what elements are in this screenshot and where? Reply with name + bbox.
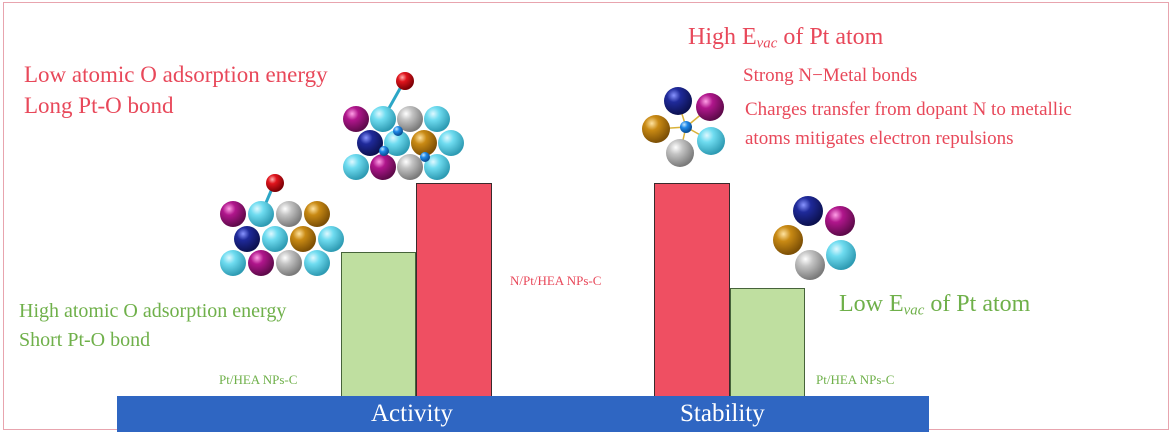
n-pt-hea-o-cluster — [343, 72, 464, 180]
charge-transfer-text-line1: Charges transfer from dopant N to metall… — [745, 99, 1072, 120]
nitrogen-atom — [393, 126, 403, 136]
low-evac-sub: vac — [903, 302, 925, 319]
strong-n-metal-bonds-text: Strong N−Metal bonds — [743, 65, 918, 86]
stability-n-pt-hea-bar — [654, 183, 730, 398]
stability-label: Stability — [680, 400, 765, 427]
oxygen-atom — [396, 72, 414, 90]
nitrogen-atom — [379, 146, 389, 156]
pt-hea-o-cluster — [220, 174, 344, 276]
activity-pt-hea-label: Pt/HEA NPs-C — [219, 372, 298, 387]
activity-label: Activity — [371, 400, 453, 427]
activity-n-pt-hea-label: N/Pt/HEA NPs-C — [510, 273, 602, 288]
low-evac-prefix: Low E — [839, 291, 904, 317]
high-evac-suffix: of Pt atom — [777, 24, 884, 50]
stability-pt-hea-label: Pt/HEA NPs-C — [816, 372, 895, 387]
long-pt-o-bond-text: Long Pt-O bond — [24, 93, 174, 118]
charge-transfer-text-line2: atoms mitigates electron repulsions — [745, 128, 1014, 149]
base-axis-bar — [117, 396, 929, 432]
oxygen-atom — [266, 174, 284, 192]
nitrogen-atom — [420, 152, 430, 162]
low-evac-text: Low Evac of Pt atom — [839, 292, 1030, 319]
activity-pt-hea-bar — [341, 252, 416, 398]
low-adsorption-energy-text: Low atomic O adsorption energy — [24, 62, 328, 87]
activity-n-pt-hea-bar — [416, 183, 492, 398]
pt-hea-vacancy-cluster — [773, 196, 856, 280]
high-evac-prefix: High E — [688, 24, 757, 50]
high-evac-sub: vac — [756, 35, 778, 52]
short-pt-o-bond-text: Short Pt-O bond — [19, 329, 151, 351]
high-adsorption-energy-text: High atomic O adsorption energy — [19, 300, 287, 322]
nitrogen-atom — [680, 121, 692, 133]
high-evac-text: High Evac of Pt atom — [688, 25, 883, 52]
low-evac-suffix: of Pt atom — [924, 291, 1031, 317]
n-doped-pt-cluster — [642, 87, 725, 167]
